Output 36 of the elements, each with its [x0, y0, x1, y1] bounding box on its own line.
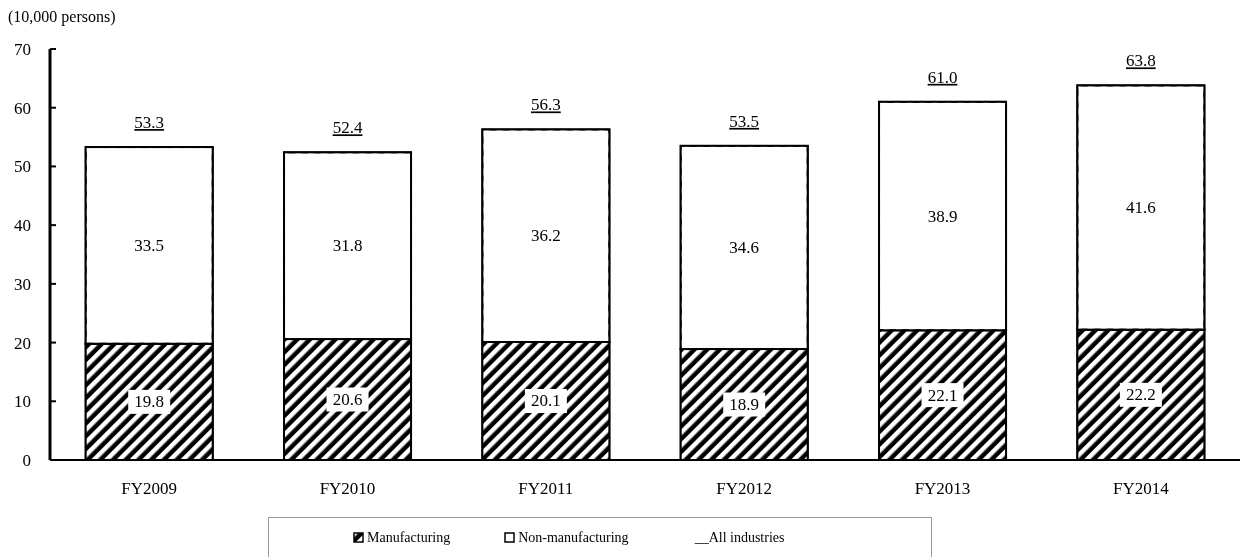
- data-label: 38.9: [927, 206, 958, 226]
- data-label: 22.2: [1125, 385, 1156, 405]
- data-label: 18.9: [729, 395, 760, 415]
- total-label: 53.5: [729, 111, 760, 131]
- text: __All industries: [694, 529, 785, 546]
- y-tick-label: 20: [14, 333, 31, 353]
- data-label: 20.1: [530, 391, 561, 411]
- y-tick-label: 0: [22, 451, 31, 471]
- data-label: 34.6: [729, 237, 760, 257]
- data-label: 19.8: [134, 392, 165, 412]
- x-tick-label: FY2012: [716, 479, 773, 499]
- y-tick-label: 70: [14, 40, 31, 60]
- legend-label: Non-manufacturing: [518, 529, 629, 546]
- x-tick-label: FY2009: [121, 479, 178, 499]
- data-label: 20.6: [332, 390, 363, 410]
- y-axis-title: (10,000 persons): [8, 8, 116, 26]
- data-label: 22.1: [927, 385, 958, 405]
- x-tick-label: FY2010: [319, 479, 376, 499]
- data-label: 41.6: [1125, 198, 1156, 218]
- x-tick-label: FY2013: [914, 479, 971, 499]
- y-tick-label: 30: [14, 274, 31, 294]
- x-tick-label: FY2014: [1112, 479, 1170, 499]
- legend-label: Manufacturing: [367, 529, 451, 546]
- y-tick-label: 60: [14, 98, 31, 118]
- x-tick-label: FY2011: [518, 479, 574, 499]
- y-tick-label: 10: [14, 392, 31, 412]
- total-label: 53.3: [134, 113, 165, 133]
- data-label: 36.2: [530, 226, 561, 246]
- total-label: 52.4: [332, 118, 363, 138]
- data-label: 33.5: [134, 235, 165, 255]
- y-tick-label: 50: [14, 157, 31, 177]
- total-label: 63.8: [1125, 51, 1156, 71]
- y-tick-label: 40: [14, 216, 31, 236]
- data-label: 31.8: [332, 236, 363, 256]
- total-label: 56.3: [530, 95, 561, 115]
- total-label: 61.0: [927, 67, 958, 87]
